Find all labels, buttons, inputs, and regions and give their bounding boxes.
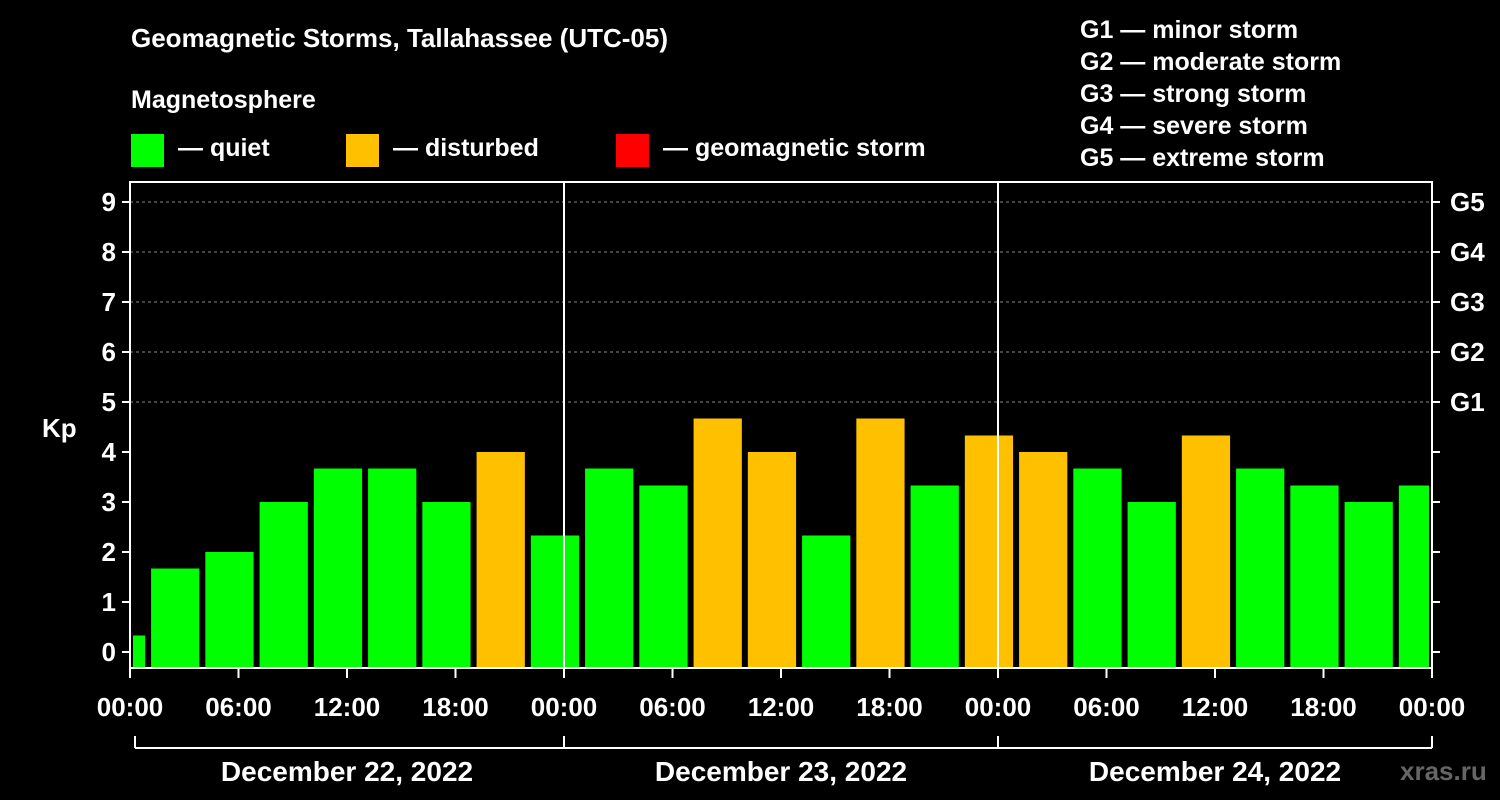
watermark: xras.ru (1400, 756, 1487, 786)
x-tick-label: 18:00 (856, 692, 923, 722)
chart-title: Geomagnetic Storms, Tallahassee (UTC-05) (131, 23, 669, 53)
kp-bar (693, 418, 742, 668)
kp-bar (368, 468, 417, 668)
storm-scale-g1: G1 — minor storm (1080, 16, 1299, 44)
kp-bar (422, 502, 471, 668)
y-tick-label: 1 (102, 587, 116, 617)
kp-bar (747, 452, 797, 668)
date-label: December 24, 2022 (1089, 756, 1341, 787)
x-tick-label: 06:00 (1073, 692, 1140, 722)
storm-scale-g4: G4 — severe storm (1080, 112, 1308, 140)
kp-bar (585, 468, 634, 668)
kp-bar (964, 435, 1014, 668)
storm-scale-g3: G3 — strong storm (1080, 80, 1307, 108)
x-tick-label: 18:00 (422, 692, 489, 722)
x-tick-label: 12:00 (1182, 692, 1249, 722)
kp-bar (1344, 502, 1393, 668)
kp-bar (1127, 502, 1176, 668)
storm-scale-g5: G5 — extreme storm (1080, 144, 1325, 172)
kp-bar (313, 468, 363, 668)
x-tick-label: 00:00 (531, 692, 598, 722)
y-tick-label: 3 (102, 487, 116, 517)
legend-label-disturbed: — disturbed (393, 134, 539, 162)
kp-bar (1398, 485, 1429, 668)
legend-swatch-quiet (131, 134, 164, 167)
y-tick-label: 6 (102, 337, 116, 367)
legend-label-storm: — geomagnetic storm (663, 134, 926, 162)
kp-bar (530, 535, 580, 668)
kp-bar (133, 635, 146, 668)
y-axis-label: Kp (42, 413, 77, 443)
g-level-label: G2 (1450, 337, 1485, 367)
g-level-label: G1 (1450, 387, 1485, 417)
g-level-label: G5 (1450, 187, 1485, 217)
x-tick-label: 12:00 (314, 692, 381, 722)
y-tick-label: 4 (102, 437, 117, 467)
legend-swatch-disturbed (346, 134, 379, 167)
storm-scale-list: G1 — minor storm G2 — moderate storm G3 … (1080, 14, 1341, 174)
y-tick-label: 7 (102, 287, 116, 317)
x-tick-label: 00:00 (965, 692, 1032, 722)
kp-bar (1290, 485, 1339, 668)
kp-bar (1181, 435, 1231, 668)
legend-label-quiet: — quiet (178, 134, 270, 162)
x-tick-label: 00:00 (97, 692, 164, 722)
g-level-label: G3 (1450, 287, 1485, 317)
g-level-label: G4 (1450, 237, 1485, 267)
x-tick-label: 00:00 (1399, 692, 1466, 722)
kp-bar (910, 485, 959, 668)
storm-scale-g2: G2 — moderate storm (1080, 48, 1342, 76)
date-label: December 22, 2022 (221, 756, 473, 787)
y-tick-label: 0 (102, 637, 116, 667)
y-tick-label: 2 (102, 537, 116, 567)
y-tick-label: 9 (102, 187, 116, 217)
x-tick-label: 06:00 (205, 692, 272, 722)
kp-bar (1073, 468, 1122, 668)
kp-bar (1236, 468, 1285, 668)
kp-bar (259, 502, 308, 668)
legend-swatch-storm (616, 134, 649, 167)
kp-bar (856, 418, 905, 668)
kp-bar (151, 568, 200, 668)
x-tick-label: 06:00 (639, 692, 706, 722)
kp-bar (1019, 452, 1068, 668)
x-tick-label: 18:00 (1290, 692, 1357, 722)
kp-bar (802, 535, 851, 668)
y-tick-label: 5 (102, 387, 116, 417)
y-tick-label: 8 (102, 237, 116, 267)
date-label: December 23, 2022 (655, 756, 907, 787)
kp-bar (205, 552, 254, 668)
chart-subtitle: Magnetosphere (131, 86, 316, 114)
x-tick-label: 12:00 (748, 692, 815, 722)
kp-bar (639, 485, 688, 668)
kp-bar (476, 452, 525, 668)
